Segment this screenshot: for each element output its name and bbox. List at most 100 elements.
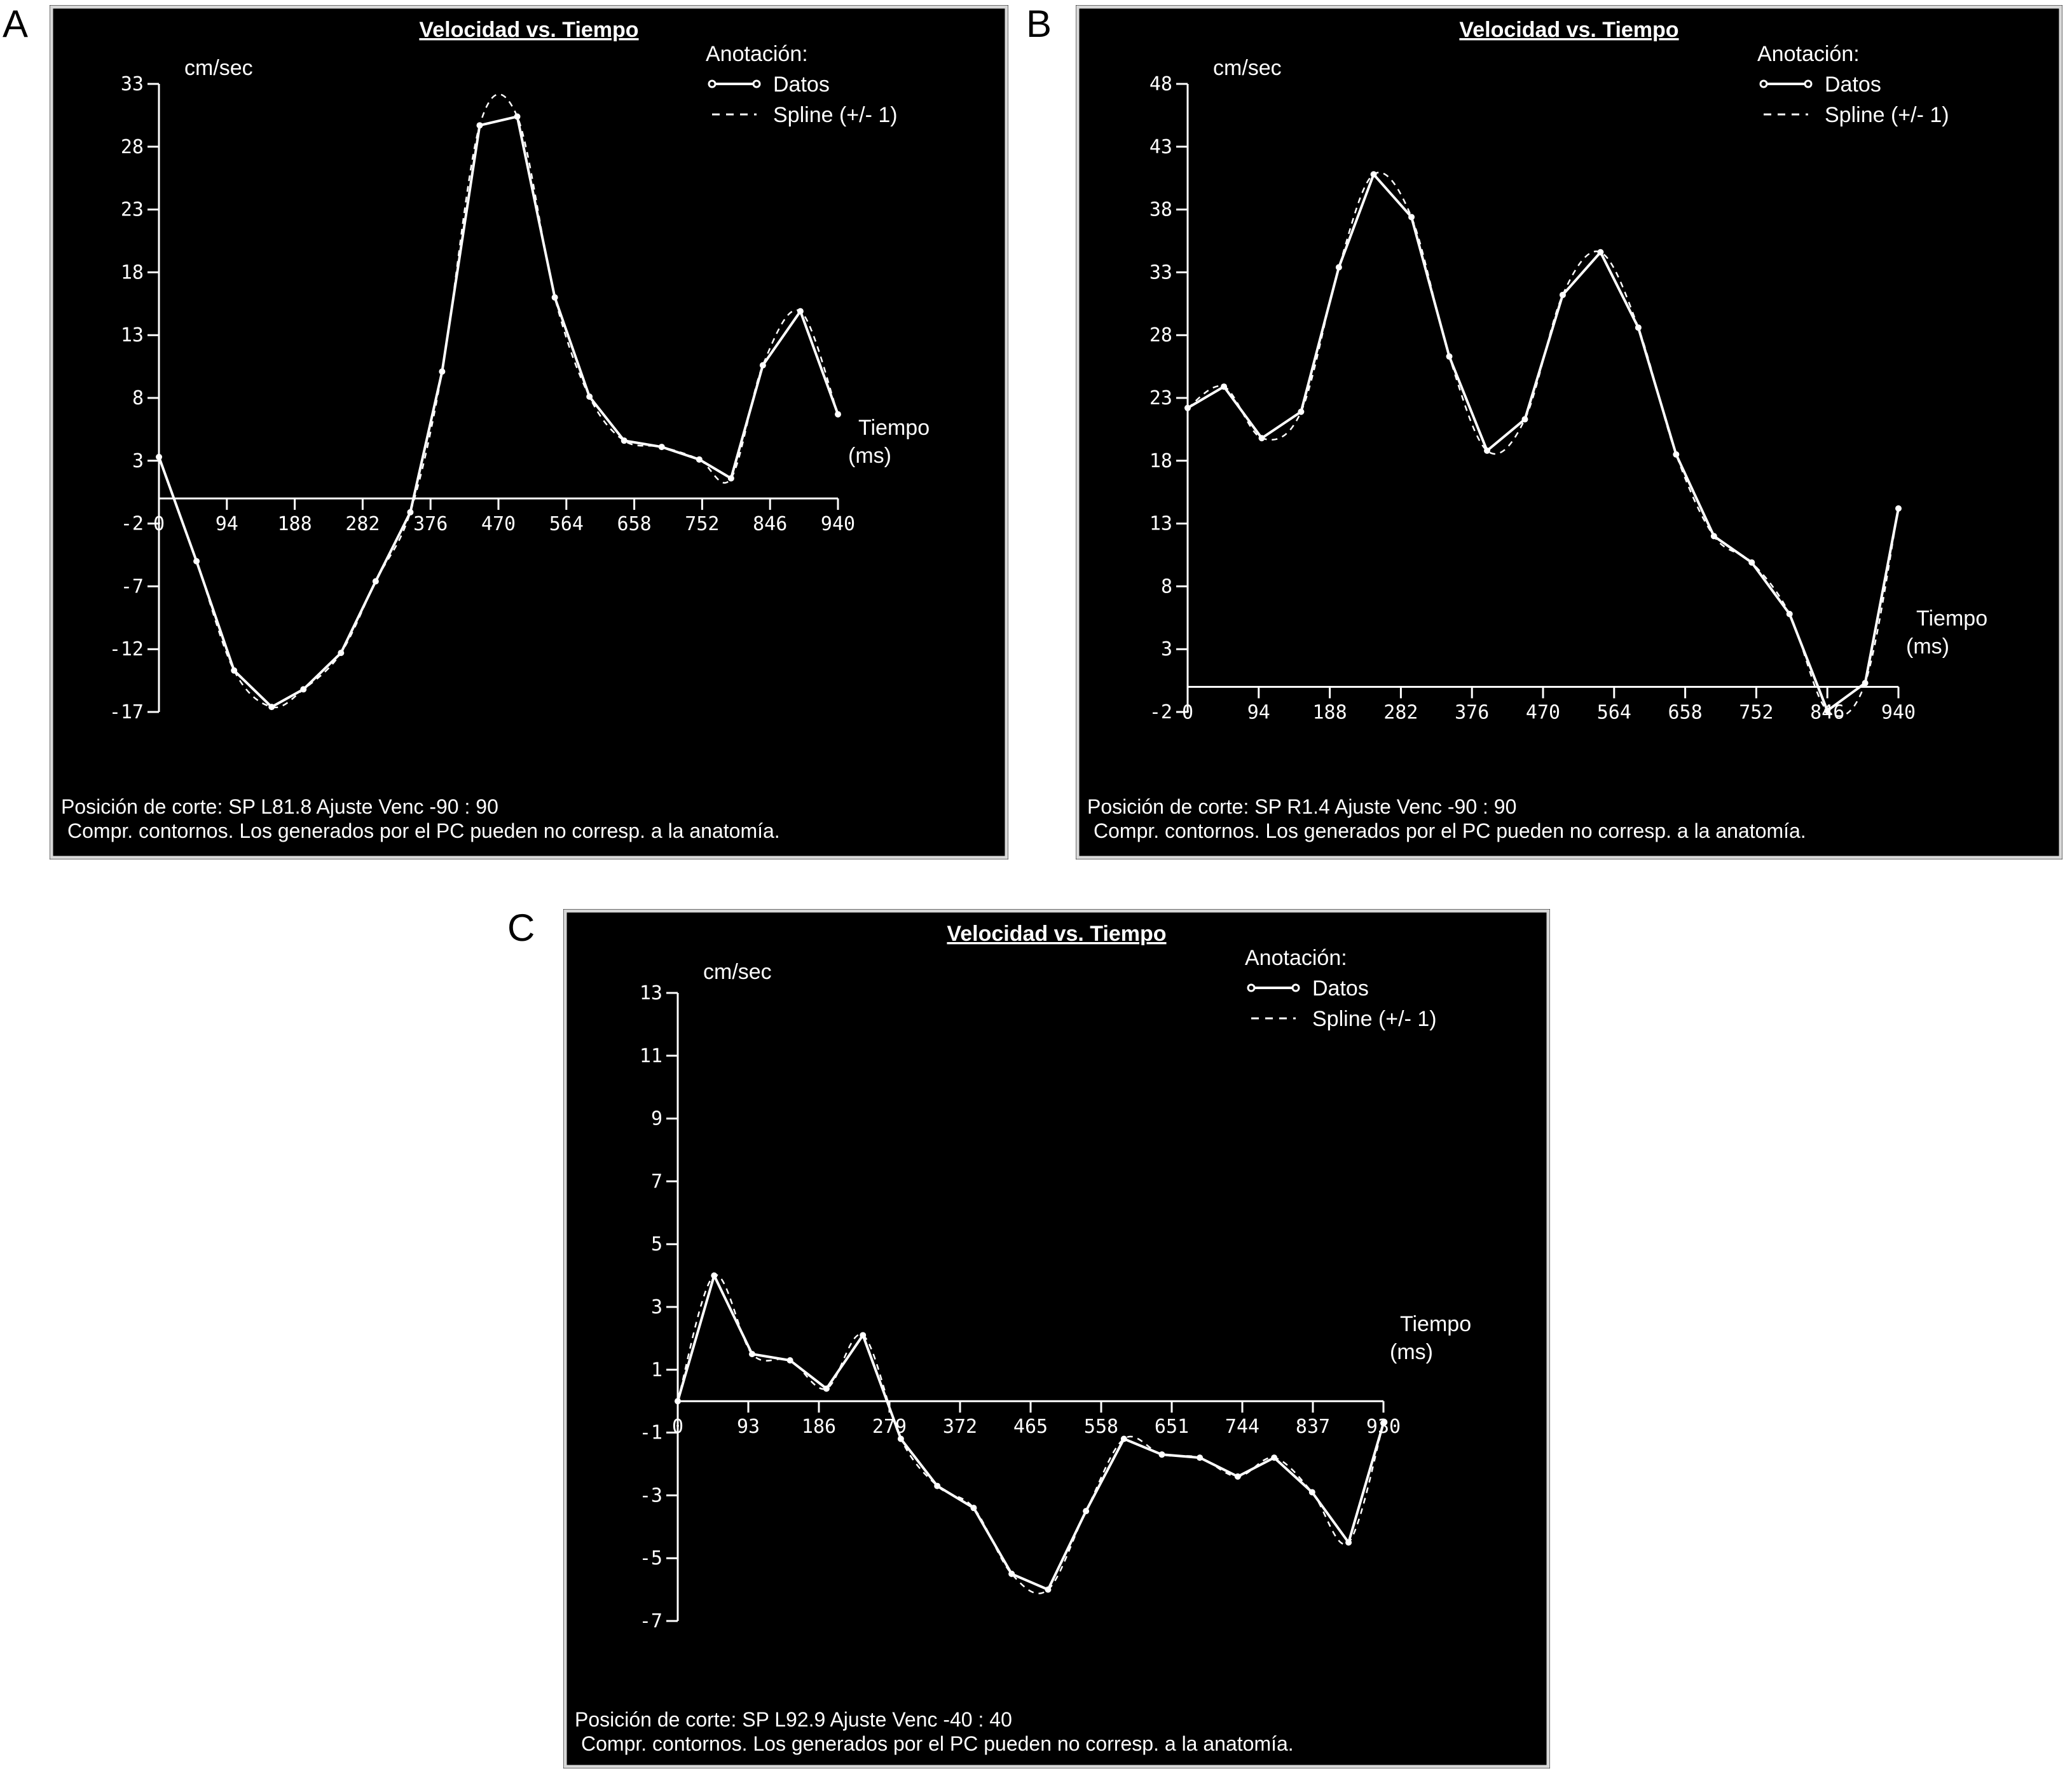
legend-datos-marker: [1759, 79, 1768, 88]
chart-panel-c: Velocidad vs. Tiempo Anotación: Datos Splin…: [563, 909, 1550, 1768]
data-point: [1824, 708, 1831, 715]
x-tick-label: 940: [1881, 701, 1916, 723]
y-axis-label: cm/sec: [703, 960, 772, 984]
x-axis-label: Tiempo: [1400, 1312, 1471, 1336]
data-point: [1234, 1473, 1241, 1480]
x-tick-label: 752: [1739, 701, 1773, 723]
y-tick-label: -12: [109, 638, 144, 660]
panel-border: [50, 5, 1008, 859]
x-tick-label: 470: [1526, 701, 1560, 723]
legend-datos-marker: [1247, 983, 1256, 992]
data-point: [1895, 505, 1902, 512]
y-tick-label: 11: [640, 1045, 662, 1067]
y-tick-label: 13: [121, 324, 144, 346]
legend-spline-label: Spline (+/- 1): [773, 103, 898, 127]
y-tick-label: 43: [1149, 136, 1172, 158]
data-point: [514, 113, 521, 120]
x-tick-label: 376: [413, 513, 448, 535]
y-tick-label: 23: [1149, 387, 1172, 409]
y-tick-label: 18: [1149, 450, 1172, 472]
data-point: [1786, 610, 1793, 617]
x-tick-label: 651: [1155, 1416, 1189, 1438]
y-tick-label: 23: [121, 199, 144, 221]
x-tick-label: 282: [345, 513, 380, 535]
x-tick-label: 93: [737, 1416, 760, 1438]
chart-title: Velocidad vs. Tiempo: [1459, 18, 1678, 42]
data-point: [1197, 1454, 1204, 1461]
x-tick-label: 744: [1225, 1416, 1259, 1438]
x-tick-label: 186: [802, 1416, 836, 1438]
data-point: [1271, 1454, 1278, 1461]
panel-letter-a: A: [3, 3, 29, 45]
data-point: [711, 1272, 718, 1279]
chart-title: Velocidad vs. Tiempo: [947, 922, 1166, 946]
data-point: [1345, 1539, 1352, 1546]
data-point: [786, 1357, 793, 1364]
y-tick-label: 28: [1149, 324, 1172, 346]
legend-title: Anotación:: [706, 42, 808, 66]
datos-series-line: [1186, 172, 1900, 713]
legend-datos-marker: [1291, 983, 1300, 992]
data-point: [1083, 1508, 1090, 1515]
y-tick-label: -2: [121, 513, 144, 535]
data-point: [970, 1505, 977, 1512]
data-point: [439, 368, 446, 375]
data-point: [1258, 435, 1265, 442]
data-point: [1298, 408, 1305, 415]
y-tick-label: -7: [121, 575, 144, 598]
legend-spline-label: Spline (+/- 1): [1312, 1007, 1437, 1031]
x-tick-label: 279: [872, 1416, 907, 1438]
x-tick-label: 658: [617, 513, 652, 535]
data-point: [300, 686, 307, 693]
data-point: [372, 578, 379, 585]
data-point: [1408, 214, 1415, 221]
y-tick-label: 3: [1161, 638, 1172, 660]
data-point: [1120, 1435, 1127, 1442]
x-tick-label: 0: [1182, 701, 1193, 723]
y-tick-label: 1: [651, 1359, 662, 1381]
legend-datos-marker: [752, 79, 761, 88]
datos-series-line: [676, 1272, 1385, 1592]
y-tick-label: -5: [640, 1547, 662, 1569]
legend-datos-label: Datos: [773, 72, 830, 97]
x-tick-label: 752: [685, 513, 719, 535]
data-point: [338, 650, 345, 657]
x-tick-label: 282: [1383, 701, 1418, 723]
x-axis-unit-label: (ms): [1906, 634, 1949, 659]
data-point: [621, 437, 628, 444]
data-point: [696, 456, 703, 463]
y-tick-label: -1: [640, 1422, 662, 1444]
y-tick-label: 28: [121, 136, 144, 158]
y-axis-label: cm/sec: [184, 56, 253, 80]
x-tick-label: 658: [1668, 701, 1703, 723]
legend-datos-marker: [708, 79, 717, 88]
legend-spline-label: Spline (+/- 1): [1825, 103, 1949, 127]
data-point: [193, 557, 200, 564]
y-tick-label: -7: [640, 1610, 662, 1632]
x-tick-label: 0: [672, 1416, 683, 1438]
data-point: [934, 1482, 941, 1489]
x-axis-unit-label: (ms): [1390, 1340, 1433, 1364]
footer-note-text: Compr. contornos. Los generados por el P…: [67, 819, 780, 842]
footer-position-text: Posición de corte: SP L81.8 Ajuste Venc …: [61, 795, 498, 818]
data-point: [1184, 404, 1191, 411]
data-point: [727, 475, 734, 482]
data-point: [407, 509, 414, 516]
x-tick-label: 940: [821, 513, 855, 535]
data-point: [1380, 1419, 1387, 1426]
y-tick-label: 3: [132, 450, 144, 472]
x-tick-label: 372: [943, 1416, 977, 1438]
data-point: [1748, 559, 1755, 566]
y-tick-label: 9: [651, 1108, 662, 1130]
y-tick-label: 13: [640, 982, 662, 1004]
data-point: [1158, 1451, 1165, 1458]
legend-datos-marker: [1804, 79, 1813, 88]
y-tick-label: 33: [121, 73, 144, 95]
data-point: [1308, 1489, 1315, 1496]
x-tick-label: 94: [216, 513, 238, 535]
x-tick-label: 564: [549, 513, 584, 535]
legend-title: Anotación:: [1245, 946, 1347, 970]
x-tick-label: 846: [753, 513, 787, 535]
x-tick-label: 188: [278, 513, 312, 535]
data-point: [1221, 383, 1228, 390]
